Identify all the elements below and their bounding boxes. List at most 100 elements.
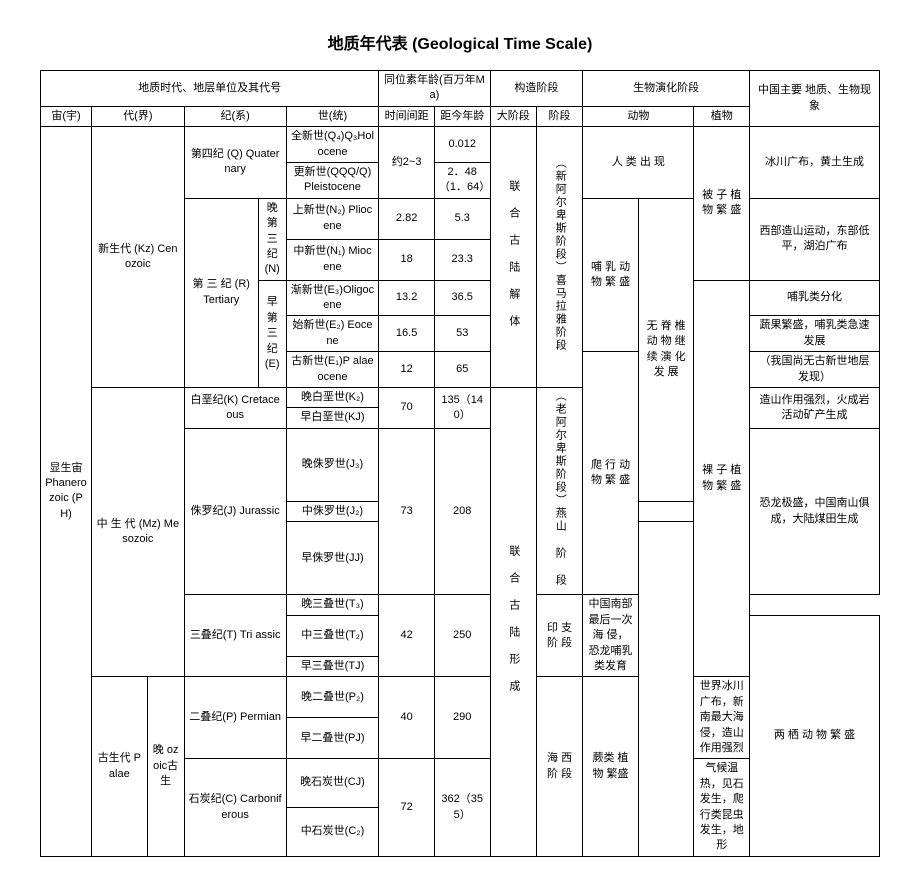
cell-animal-invert2 — [638, 522, 694, 856]
hdr-span: 时间间距 — [379, 106, 435, 126]
cell-age-k: 135（140） — [434, 388, 490, 429]
cell-age-eocene: 53 — [434, 316, 490, 352]
cell-china-paleocene: （我国尚无古新世地层发现） — [750, 352, 880, 388]
cell-epoch-k1: 早白垩世(KJ) — [286, 408, 379, 428]
cell-china-t: 中国南部最后一次海 侵，恐龙哺乳类发育 — [583, 595, 639, 677]
cell-stage-haixi: 海 西 阶 段 — [536, 677, 582, 856]
cell-epoch-j1: 早侏罗世(JJ) — [286, 522, 379, 595]
cell-span-eocene: 16.5 — [379, 316, 435, 352]
cell-china-q: 冰川广布，黄土生成 — [750, 127, 880, 199]
cell-period-tertiary: 第 三 纪 (R) Tertiary — [184, 198, 258, 387]
cell-era-pz-top: 古生代 Palae — [91, 677, 147, 856]
cell-epoch-t3: 晚三叠世(T₃) — [286, 595, 379, 615]
hdr-tect-group: 构造阶段 — [490, 71, 583, 107]
hdr-plant: 植物 — [694, 106, 750, 126]
cell-period-k: 白垩纪(K) Cretaceous — [184, 388, 286, 429]
cell-age-oligocene: 36.5 — [434, 280, 490, 316]
cell-bigstage-form: 联 合 古 陆 形 成 — [490, 388, 536, 857]
cell-period-j: 侏罗纪(J) Jurassic — [184, 428, 286, 595]
cell-china-oligocene: 哺乳类分化 — [750, 280, 880, 316]
cell-plant-fern: 蕨类 植物 繁盛 — [583, 677, 639, 856]
cell-epoch-j2: 中侏罗世(J₂) — [286, 501, 379, 521]
cell-epoch-pliocene: 上新世(N₂) Pliocene — [286, 198, 379, 239]
cell-span-oligocene: 13.2 — [379, 280, 435, 316]
cell-animal-amphibian: 两 栖 动 物 繁 盛 — [750, 615, 880, 856]
cell-age-p: 290 — [434, 677, 490, 759]
cell-epoch-oligocene: 渐新世(E₃)Oligocene — [286, 280, 379, 316]
cell-age-j: 208 — [434, 428, 490, 595]
cell-span-pliocene: 2.82 — [379, 198, 435, 239]
cell-age-t: 250 — [434, 595, 490, 677]
hdr-animal: 动物 — [583, 106, 694, 126]
cell-span-q: 约2~3 — [379, 127, 435, 199]
cell-period-c: 石炭纪(C) Carboniferous — [184, 759, 286, 856]
hdr-bio-group: 生物演化阶段 — [583, 71, 750, 107]
cell-epoch-paleocene: 古新世(E₁)P alaeocene — [286, 352, 379, 388]
cell-era-cz: 新生代 (Kz) Cenozoic — [91, 127, 184, 388]
cell-sub-n: 晚 第 三 纪 (N) — [258, 198, 286, 280]
cell-china-p: 世界冰川广布，新南最大海侵，造山作用强烈 — [694, 677, 750, 759]
cell-stage-indo: 印 支 阶 段 — [536, 595, 582, 677]
hdr-age: 距今年龄 — [434, 106, 490, 126]
cell-epoch-c3: 晚石炭世(CJ) — [286, 759, 379, 808]
hdr-period: 纪(系) — [184, 106, 286, 126]
cell-animal-invert: 无 脊 椎 动 物 继 续 演 化 发 展 — [638, 198, 694, 501]
cell-china-k: 造山作用强烈，火成岩 活动矿产生成 — [750, 388, 880, 429]
cell-epoch-j3: 晚侏罗世(J₃) — [286, 428, 379, 501]
cell-animal-mammal: 哺 乳 动 物 繁 盛 — [583, 198, 639, 352]
cell-sub-e: 早 第 三 纪 (E) — [258, 280, 286, 387]
cell-age-holocene: 0.012 — [434, 127, 490, 163]
cell-era-pz-sub: 晚 ozoic古生 — [147, 677, 184, 856]
cell-age-pleistocene: 2．48（1．64） — [434, 162, 490, 198]
cell-span-k: 70 — [379, 388, 435, 429]
cell-plant-angiosperm: 被 子 植 物 繁 盛 — [694, 127, 750, 281]
cell-period-t: 三叠纪(T) Tri assic — [184, 595, 286, 677]
cell-epoch-holocene: 全新世(Q₄)Q₃Holocene — [286, 127, 379, 163]
page-title: 地质年代表 (Geological Time Scale) — [40, 30, 880, 54]
cell-stage-alps-new: （新阿尔卑斯阶段）喜马拉雅阶段 — [536, 127, 582, 388]
cell-age-c: 362（355） — [434, 759, 490, 856]
geological-time-scale-table: 地质时代、地层单位及其代号 同位素年龄(百万年Ma) 构造阶段 生物演化阶段 中… — [40, 70, 880, 857]
header-row-1: 地质时代、地层单位及其代号 同位素年龄(百万年Ma) 构造阶段 生物演化阶段 中… — [41, 71, 880, 107]
cell-bigstage-break: 联 合 古 陆 解 体 — [490, 127, 536, 388]
cell-epoch-c2: 中石炭世(C₂) — [286, 808, 379, 857]
cell-china-j: 恐龙极盛，中国南山俱成，大陆煤田生成 — [750, 428, 880, 595]
cell-epoch-p1: 早二叠世(PJ) — [286, 718, 379, 759]
cell-epoch-t2: 中三叠世(T₂) — [286, 615, 379, 656]
cell-age-miocene: 23.3 — [434, 239, 490, 280]
cell-era-mz: 中 生 代 (Mz) Mesozoic — [91, 388, 184, 677]
cell-age-paleocene: 65 — [434, 352, 490, 388]
cell-plant-gymnosperm: 裸 子 植 物 繁 盛 — [694, 280, 750, 677]
cell-china-n: 西部造山运动，东部低平，湖泊广布 — [750, 198, 880, 280]
cell-animal-human: 人 类 出 现 — [583, 127, 694, 199]
cell-period-q: 第四纪 (Q) Quaternary — [184, 127, 286, 199]
cell-span-paleocene: 12 — [379, 352, 435, 388]
cell-span-miocene: 18 — [379, 239, 435, 280]
cell-epoch-pleistocene: 更新世(QQQ/Q) Pleistocene — [286, 162, 379, 198]
hdr-eon: 宙(宇) — [41, 106, 92, 126]
hdr-china: 中国主要 地质、生物现象 — [750, 71, 880, 127]
cell-span-c: 72 — [379, 759, 435, 856]
cell-eon: 显生宙 Phanerozoic (PH) — [41, 127, 92, 857]
hdr-age-group: 同位素年龄(百万年Ma) — [379, 71, 490, 107]
row-k2: 中 生 代 (Mz) Mesozoic 白垩纪(K) Cretaceous 晚白… — [41, 388, 880, 408]
cell-epoch-t1: 早三叠世(TJ) — [286, 656, 379, 676]
cell-age-pliocene: 5.3 — [434, 198, 490, 239]
cell-stage-alps-old: （老阿尔卑斯阶段）燕山 阶 段 — [536, 388, 582, 595]
hdr-era: 代(界) — [91, 106, 184, 126]
cell-china-c: 气候温热，见石发生，爬行类昆虫发生，地形 — [694, 759, 750, 856]
hdr-epoch: 世(统) — [286, 106, 379, 126]
hdr-time-group: 地质时代、地层单位及其代号 — [41, 71, 379, 107]
cell-epoch-p2: 晚二叠世(P₂) — [286, 677, 379, 718]
cell-epoch-k2: 晚白垩世(K₂) — [286, 388, 379, 408]
cell-period-p: 二叠纪(P) Permian — [184, 677, 286, 759]
cell-epoch-miocene: 中新世(N₁) Miocene — [286, 239, 379, 280]
hdr-bigstage: 大阶段 — [490, 106, 536, 126]
cell-span-j: 73 — [379, 428, 435, 595]
cell-china-eocene: 蔬果繁盛，哺乳类急速发展 — [750, 316, 880, 352]
row-holocene: 显生宙 Phanerozoic (PH) 新生代 (Kz) Cenozoic 第… — [41, 127, 880, 163]
cell-epoch-eocene: 始新世(E₂) Eocene — [286, 316, 379, 352]
cell-span-t: 42 — [379, 595, 435, 677]
hdr-stage: 阶段 — [536, 106, 582, 126]
cell-animal-reptile: 爬 行 动 物 繁 盛 — [583, 352, 639, 595]
